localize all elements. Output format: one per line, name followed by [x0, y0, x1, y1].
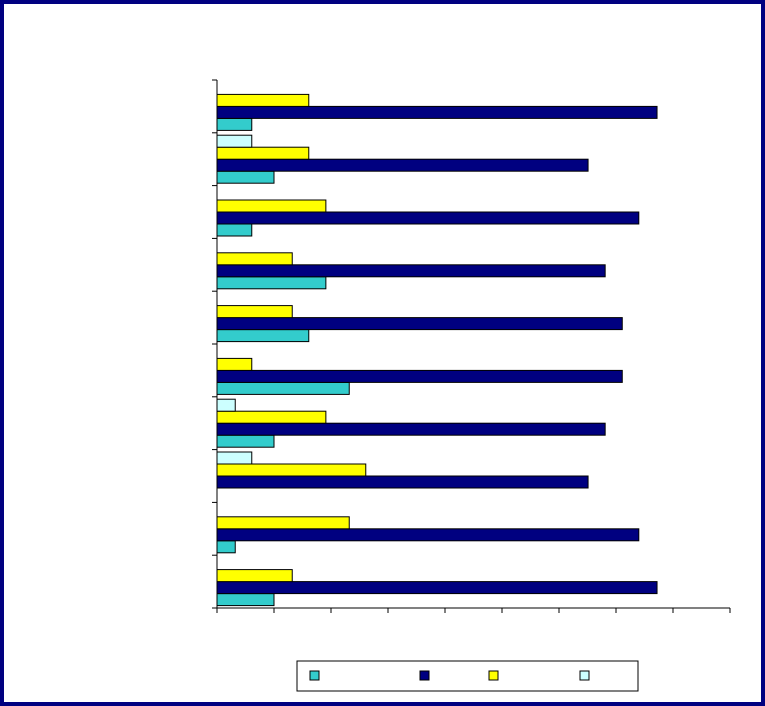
bar [216, 540, 236, 554]
plot [212, 79, 731, 692]
chart [212, 79, 731, 692]
bar [216, 199, 327, 213]
bar [216, 569, 293, 583]
bar [216, 369, 623, 383]
bar [216, 146, 310, 160]
bar [216, 305, 293, 319]
legend-swatch [309, 670, 320, 681]
bar [216, 317, 623, 331]
bar [216, 252, 293, 266]
bar [216, 117, 253, 131]
bar [216, 357, 253, 371]
bar [216, 463, 367, 477]
legend-swatch [419, 670, 430, 681]
bar [216, 422, 606, 436]
bar [216, 276, 327, 290]
bar [216, 593, 275, 607]
bar [216, 93, 310, 107]
bar [216, 381, 350, 395]
bar [216, 528, 640, 542]
bar [216, 134, 253, 148]
legend-swatch [488, 670, 499, 681]
bar [216, 223, 253, 237]
bar [216, 398, 236, 412]
bar [216, 410, 327, 424]
bar [216, 105, 658, 119]
bar [216, 451, 253, 465]
bar [216, 516, 350, 530]
bar [216, 211, 640, 225]
bar [216, 158, 589, 172]
legend-swatch [579, 670, 590, 681]
bar [216, 581, 658, 595]
bar [216, 475, 589, 489]
bar [216, 434, 275, 448]
bar [216, 264, 606, 278]
bar [216, 170, 275, 184]
bar [216, 329, 310, 343]
